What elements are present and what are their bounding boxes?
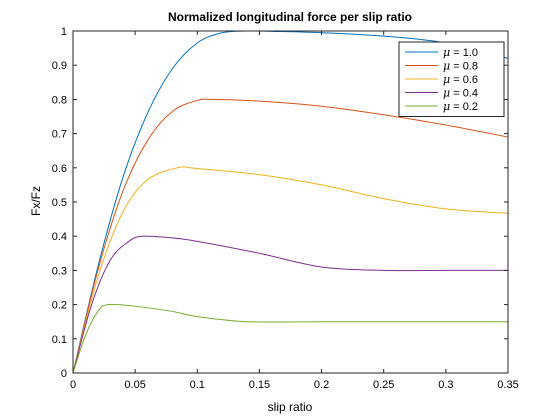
x-tick-label: 0.15 <box>249 379 270 391</box>
x-tick-label: 0.2 <box>314 379 329 391</box>
legend-value: = 1.0 <box>450 47 478 59</box>
x-tick-label: 0.05 <box>124 379 145 391</box>
x-tick-label: 0.1 <box>190 379 205 391</box>
x-tick-label: 0.35 <box>497 379 518 391</box>
x-axis-label: slip ratio <box>268 400 313 414</box>
y-tick-label: 1 <box>61 26 67 38</box>
series-line-1 <box>73 30 508 374</box>
legend-value: = 0.2 <box>450 101 478 113</box>
y-tick-label: 0.9 <box>52 60 67 72</box>
legend-entry-5: μ = 0.2 <box>443 100 478 113</box>
legend-mu-symbol: μ <box>443 46 450 59</box>
series-line-2 <box>73 98 508 374</box>
y-tick-label: 0.6 <box>52 163 67 175</box>
legend-entry-4: μ = 0.4 <box>443 87 478 100</box>
y-tick-label: 0.4 <box>52 231 67 243</box>
y-tick-label: 0.7 <box>52 129 67 141</box>
legend-mu-symbol: μ <box>443 73 450 86</box>
y-axis-label: Fx/Fz <box>29 186 43 216</box>
legend-entry-1: μ = 1.0 <box>443 46 478 59</box>
y-tick-label: 0.2 <box>52 300 67 312</box>
legend-mu-symbol: μ <box>443 87 450 100</box>
legend-value: = 0.4 <box>450 88 478 100</box>
legend-value: = 0.6 <box>450 74 478 86</box>
legend: μ = 1.0μ = 0.8μ = 0.6μ = 0.4μ = 0.2 <box>398 41 505 117</box>
x-tick-label: 0.25 <box>373 379 394 391</box>
y-tick-label: 0.3 <box>52 265 67 277</box>
series-layer <box>73 30 508 374</box>
y-tick-label: 0.5 <box>52 197 67 209</box>
chart-title: Normalized longitudinal force per slip r… <box>168 10 412 24</box>
legend-value: = 0.8 <box>450 61 478 73</box>
x-tick-label: 0 <box>70 379 76 391</box>
series-line-5 <box>73 303 508 374</box>
axes-layer: 0 0.05 0.1 0.15 0.2 0.25 0.3 0.35 0 0.1 0.2 0.3 0.4 0… <box>52 26 519 391</box>
x-tick-label: 0.3 <box>438 379 453 391</box>
series-line-4 <box>73 235 508 374</box>
y-tick-label: 0.8 <box>52 94 67 106</box>
legend-entry-3: μ = 0.6 <box>443 73 478 86</box>
series-line-3 <box>73 166 508 374</box>
legend-mu-symbol: μ <box>443 100 450 113</box>
legend-entry-2: μ = 0.8 <box>443 60 478 73</box>
y-tick-label: 0 <box>61 368 67 380</box>
legend-mu-symbol: μ <box>443 60 450 73</box>
y-tick-label: 0.1 <box>52 334 67 346</box>
